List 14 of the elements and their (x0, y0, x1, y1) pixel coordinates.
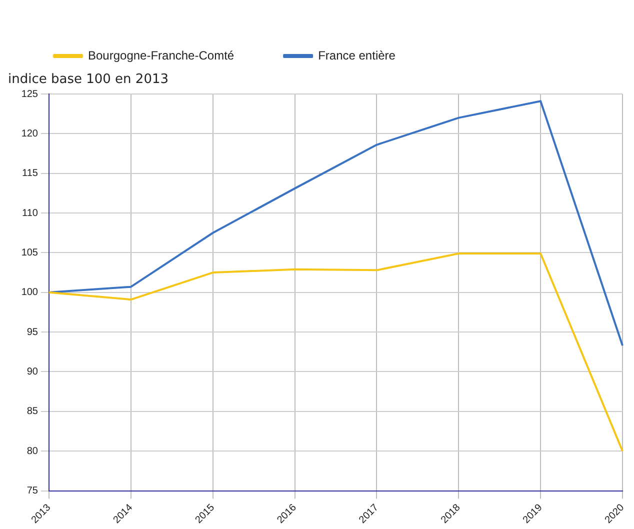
y-tick-label: 115 (22, 168, 38, 180)
y-tick-label: 75 (26, 486, 38, 497)
legend-label: Bourgogne-Franche-Comté (88, 48, 234, 62)
y-tick-label: 125 (21, 88, 38, 100)
y-tick-label: 95 (26, 326, 38, 338)
y-tick-label: 110 (22, 208, 38, 219)
y-tick-label: 105 (21, 247, 38, 258)
y-tick-label: 80 (26, 446, 38, 457)
y-tick-label: 85 (26, 406, 38, 418)
legend-label: France entière (318, 48, 396, 62)
y-tick-label: 120 (21, 128, 38, 140)
y-tick-label: 90 (26, 366, 38, 378)
y-tick-label: 100 (21, 287, 38, 298)
y-axis-title: indice base 100 en 2013 (8, 72, 169, 87)
